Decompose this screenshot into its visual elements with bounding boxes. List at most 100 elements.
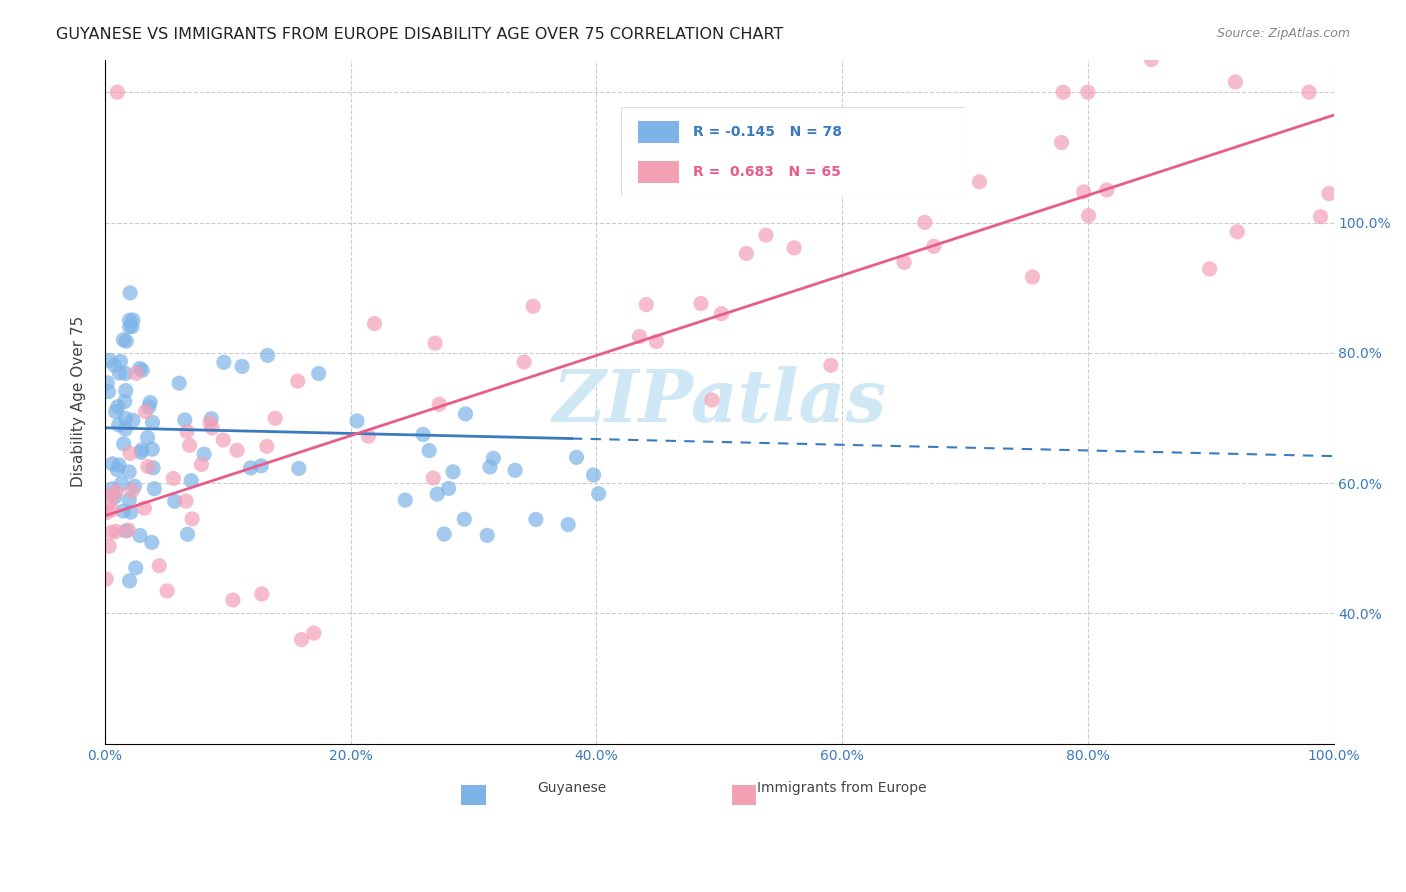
Guyanese <box>212 355 235 369</box>
Guyanese <box>103 490 125 504</box>
Guyanese <box>256 348 278 362</box>
Guyanese <box>114 367 136 381</box>
Guyanese <box>524 512 547 526</box>
Immigrants from Europe <box>1317 186 1340 201</box>
Immigrants from Europe <box>922 239 945 253</box>
Text: Immigrants from Europe: Immigrants from Europe <box>758 780 927 795</box>
Immigrants from Europe <box>1309 210 1331 224</box>
Guyanese <box>231 359 253 374</box>
Immigrants from Europe <box>134 501 156 516</box>
Immigrants from Europe <box>710 307 733 321</box>
Guyanese <box>129 445 152 459</box>
Immigrants from Europe <box>1298 85 1320 99</box>
Guyanese <box>101 457 124 471</box>
Immigrants from Europe <box>893 255 915 269</box>
Immigrants from Europe <box>156 583 179 598</box>
Guyanese <box>176 527 198 541</box>
Guyanese <box>167 376 190 391</box>
Immigrants from Europe <box>121 483 143 498</box>
Immigrants from Europe <box>645 334 668 349</box>
Immigrants from Europe <box>914 215 936 229</box>
Immigrants from Europe <box>357 429 380 443</box>
Guyanese <box>118 492 141 507</box>
Guyanese <box>163 494 186 508</box>
Guyanese <box>239 461 262 475</box>
Immigrants from Europe <box>105 85 128 99</box>
Guyanese <box>287 461 309 475</box>
Immigrants from Europe <box>735 246 758 260</box>
Guyanese <box>131 442 153 457</box>
Immigrants from Europe <box>135 405 157 419</box>
Guyanese <box>114 394 136 409</box>
Guyanese <box>394 493 416 508</box>
Immigrants from Europe <box>256 439 278 453</box>
Immigrants from Europe <box>96 572 118 586</box>
Guyanese <box>582 467 605 482</box>
Guyanese <box>122 313 145 327</box>
Guyanese <box>173 413 195 427</box>
Immigrants from Europe <box>1052 85 1074 99</box>
Guyanese <box>143 482 166 496</box>
Immigrants from Europe <box>136 459 159 474</box>
Guyanese <box>118 313 141 327</box>
Immigrants from Europe <box>1077 85 1099 99</box>
Guyanese <box>588 486 610 500</box>
Immigrants from Europe <box>179 438 201 452</box>
Immigrants from Europe <box>700 392 723 407</box>
Guyanese <box>437 482 460 496</box>
Immigrants from Europe <box>422 471 444 485</box>
Guyanese <box>129 528 152 542</box>
Guyanese <box>141 535 163 549</box>
Guyanese <box>128 361 150 376</box>
Guyanese <box>200 411 222 425</box>
Text: GUYANESE VS IMMIGRANTS FROM EUROPE DISABILITY AGE OVER 75 CORRELATION CHART: GUYANESE VS IMMIGRANTS FROM EUROPE DISAB… <box>56 27 783 42</box>
Immigrants from Europe <box>118 446 141 460</box>
Guyanese <box>557 517 579 532</box>
Text: ZIPatlas: ZIPatlas <box>553 367 886 437</box>
Text: Guyanese: Guyanese <box>537 780 606 795</box>
Guyanese <box>121 319 143 334</box>
Immigrants from Europe <box>201 421 224 435</box>
Immigrants from Europe <box>290 632 312 647</box>
Guyanese <box>565 450 588 465</box>
Immigrants from Europe <box>1050 136 1073 150</box>
Guyanese <box>454 407 477 421</box>
Guyanese <box>131 363 153 377</box>
Guyanese <box>503 463 526 477</box>
Guyanese <box>138 400 160 414</box>
Guyanese <box>141 442 163 457</box>
Guyanese <box>477 528 499 542</box>
Guyanese <box>97 384 120 399</box>
Immigrants from Europe <box>100 488 122 502</box>
Guyanese <box>104 404 127 418</box>
Guyanese <box>118 465 141 479</box>
Guyanese <box>115 334 138 349</box>
Immigrants from Europe <box>287 374 309 388</box>
Guyanese <box>433 527 456 541</box>
Immigrants from Europe <box>1225 75 1247 89</box>
Guyanese <box>110 354 132 368</box>
Immigrants from Europe <box>820 359 842 373</box>
Immigrants from Europe <box>1226 225 1249 239</box>
Immigrants from Europe <box>1021 270 1043 285</box>
Immigrants from Europe <box>755 228 778 243</box>
Bar <box>461 785 486 805</box>
Guyanese <box>193 447 215 461</box>
Immigrants from Europe <box>783 241 806 255</box>
Guyanese <box>112 333 135 347</box>
Immigrants from Europe <box>226 443 249 458</box>
Guyanese <box>112 504 135 518</box>
Guyanese <box>441 465 464 479</box>
Guyanese <box>346 414 368 428</box>
Bar <box>731 785 756 805</box>
Immigrants from Europe <box>1140 53 1163 67</box>
Guyanese <box>122 413 145 427</box>
Immigrants from Europe <box>222 593 245 607</box>
Immigrants from Europe <box>264 411 287 425</box>
Guyanese <box>120 505 142 519</box>
Immigrants from Europe <box>148 558 170 573</box>
Guyanese <box>103 359 125 373</box>
Guyanese <box>412 427 434 442</box>
Immigrants from Europe <box>117 523 139 537</box>
Immigrants from Europe <box>176 425 198 439</box>
